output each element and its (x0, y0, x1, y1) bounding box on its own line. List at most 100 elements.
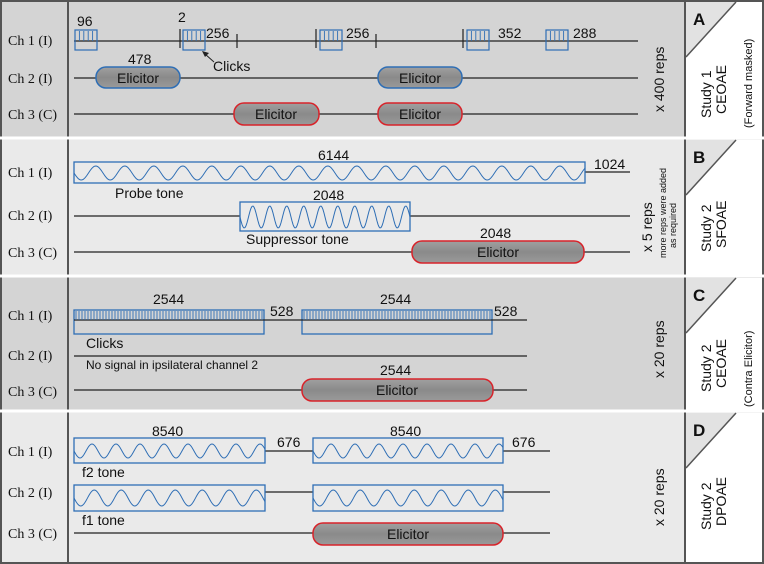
study-column (685, 1, 762, 562)
panel-d-f1-tone-label: f1 tone (82, 512, 125, 528)
study-label-c: Study 2 CEOAE (698, 339, 729, 392)
click-box (182, 29, 206, 51)
panel-a-ch3-elicitor-2-label: Elicitor (399, 106, 441, 122)
panel-c-label-528a: 528 (270, 303, 294, 319)
panel-d-label-676a: 676 (277, 434, 301, 450)
panel-d-label-8540b: 8540 (390, 423, 421, 439)
svg-text:x 20 reps: x 20 reps (651, 468, 667, 526)
panel-a-ch3-elicitor-1 (233, 102, 320, 126)
reps-label-d: x 20 reps (651, 468, 667, 526)
svg-text:Study 2: Study 2 (698, 344, 714, 392)
svg-text:more reps were added: more reps were added (658, 168, 668, 258)
svg-text:(Forward masked): (Forward masked) (743, 39, 755, 128)
panel-d-label-8540a: 8540 (152, 423, 183, 439)
study-label-d: Study 2 DPOAE (698, 477, 729, 530)
panel-d-f1-wave-2 (313, 489, 503, 507)
panel-a: 96 2 256 256 352 288 Clicks 478 Elicitor… (74, 9, 638, 126)
study-note-a: (Forward masked) (743, 39, 755, 128)
panel-b-probe-tone-box (73, 161, 586, 184)
panel-b-suppressor-tone-wave (240, 205, 410, 229)
panel-a-ch2-elicitor-1 (95, 66, 181, 89)
panel-a-ch3-label: Ch 3 (C) (8, 108, 57, 123)
panel-a-label-96: 96 (77, 13, 93, 29)
panel-a-ch1-label: Ch 1 (I) (8, 34, 53, 49)
panel-c-ch3-label: Ch 3 (C) (8, 385, 57, 400)
panel-a-label-256b: 256 (346, 25, 370, 41)
reps-label-c: x 20 reps (651, 320, 667, 378)
svg-text:CEOAE: CEOAE (713, 65, 729, 114)
panel-c-ch3-elicitor (301, 378, 494, 402)
svg-text:x 400 reps: x 400 reps (651, 47, 667, 112)
panel-a-label-256a: 256 (206, 25, 230, 41)
panel-letter-d: D (693, 421, 705, 440)
svg-text:SFOAE: SFOAE (713, 201, 729, 248)
panel-a-label-288: 288 (573, 25, 597, 41)
reps-note-b: more reps were added as required (658, 168, 678, 258)
panel-c-click-ticks-2 (303, 311, 491, 320)
panel-a-ch3-elicitor-2 (377, 102, 463, 126)
svg-text:Study 1: Study 1 (698, 70, 714, 118)
study-note-c: (Contra Elicitor) (743, 331, 755, 407)
click-box (545, 29, 569, 51)
svg-text:CEOAE: CEOAE (713, 339, 729, 388)
panel-letter-a: A (693, 10, 705, 29)
panel-b-label-1024: 1024 (594, 156, 625, 172)
panel-d-ch1-label: Ch 1 (I) (8, 445, 53, 460)
panel-b-probe-tone-wave (74, 165, 585, 181)
panel-d-ch2-label: Ch 2 (I) (8, 486, 53, 501)
svg-text:as required: as required (668, 203, 678, 248)
click-box (466, 29, 490, 51)
panel-c-no-signal-label: No signal in ipsilateral channel 2 (86, 358, 258, 372)
svg-text:x 5 reps: x 5 reps (639, 202, 655, 252)
study-label-a: Study 1 CEOAE (698, 65, 729, 118)
panel-d-ch3-elicitor-label: Elicitor (387, 526, 429, 542)
panel-b-probe-tone-label: Probe tone (115, 185, 184, 201)
panel-a-ch3-elicitor-1-label: Elicitor (255, 106, 297, 122)
reps-label-a: x 400 reps (651, 47, 667, 112)
panel-c-ch2-label: Ch 2 (I) (8, 349, 53, 364)
panel-a-click-boxes (74, 29, 569, 51)
panel-d: 8540 676 8540 676 f2 tone f1 tone Elicit… (73, 423, 550, 546)
panel-c-label-2544a: 2544 (153, 291, 184, 307)
panel-b-ch3-elicitor (411, 240, 585, 264)
panel-c: 2544 528 2544 528 Clicks No signal in ip… (73, 291, 527, 402)
panel-a-label-478: 478 (128, 51, 152, 67)
panel-c-click-train-1 (73, 309, 265, 335)
panel-c-ch3-elicitor-label: Elicitor (376, 382, 418, 398)
svg-text:(Contra Elicitor): (Contra Elicitor) (743, 331, 755, 407)
panel-a-ch2-label: Ch 2 (I) (8, 72, 53, 87)
panel-b-label-2048-ch3: 2048 (480, 225, 511, 241)
panel-letter-b: B (693, 148, 705, 167)
panel-c-label-2544-ch3: 2544 (380, 362, 411, 378)
svg-text:Study 2: Study 2 (698, 204, 714, 252)
reps-label-b: x 5 reps (639, 202, 655, 252)
study-label-b: Study 2 SFOAE (698, 201, 729, 252)
click-box (74, 29, 98, 51)
panel-c-click-train-2 (301, 309, 493, 335)
panel-c-label-2544b: 2544 (380, 291, 411, 307)
panel-d-f2-tone-box-1 (73, 437, 266, 464)
panel-c-clicks-label: Clicks (86, 335, 123, 351)
svg-text:x 20 reps: x 20 reps (651, 320, 667, 378)
panel-a-label-352: 352 (498, 25, 522, 41)
svg-text:DPOAE: DPOAE (713, 477, 729, 526)
panel-d-ch3-elicitor (312, 522, 504, 546)
panel-a-clicks-label: Clicks (213, 58, 250, 74)
panel-a-ch2-elicitor-1-label: Elicitor (117, 70, 159, 86)
panel-d-f2-tone-label: f2 tone (82, 464, 125, 480)
panel-letter-c: C (693, 286, 705, 305)
panel-c-ch1-label: Ch 1 (I) (8, 309, 53, 324)
panel-b-label-2048-ch2: 2048 (313, 187, 344, 203)
panel-c-label-528b: 528 (494, 303, 518, 319)
click-box (319, 29, 343, 51)
panel-b-ch1-label: Ch 1 (I) (8, 166, 53, 181)
panel-b-ch3-elicitor-label: Elicitor (477, 244, 519, 260)
panel-b: 6144 1024 Probe tone 2048 Suppressor ton… (73, 147, 630, 264)
panel-c-click-ticks-1 (75, 311, 263, 320)
panel-a-ch2-elicitor-2 (377, 66, 463, 89)
panel-b-label-6144: 6144 (318, 147, 349, 163)
panel-b-ch3-label: Ch 3 (C) (8, 246, 57, 261)
clicks-arrowhead (202, 51, 209, 57)
